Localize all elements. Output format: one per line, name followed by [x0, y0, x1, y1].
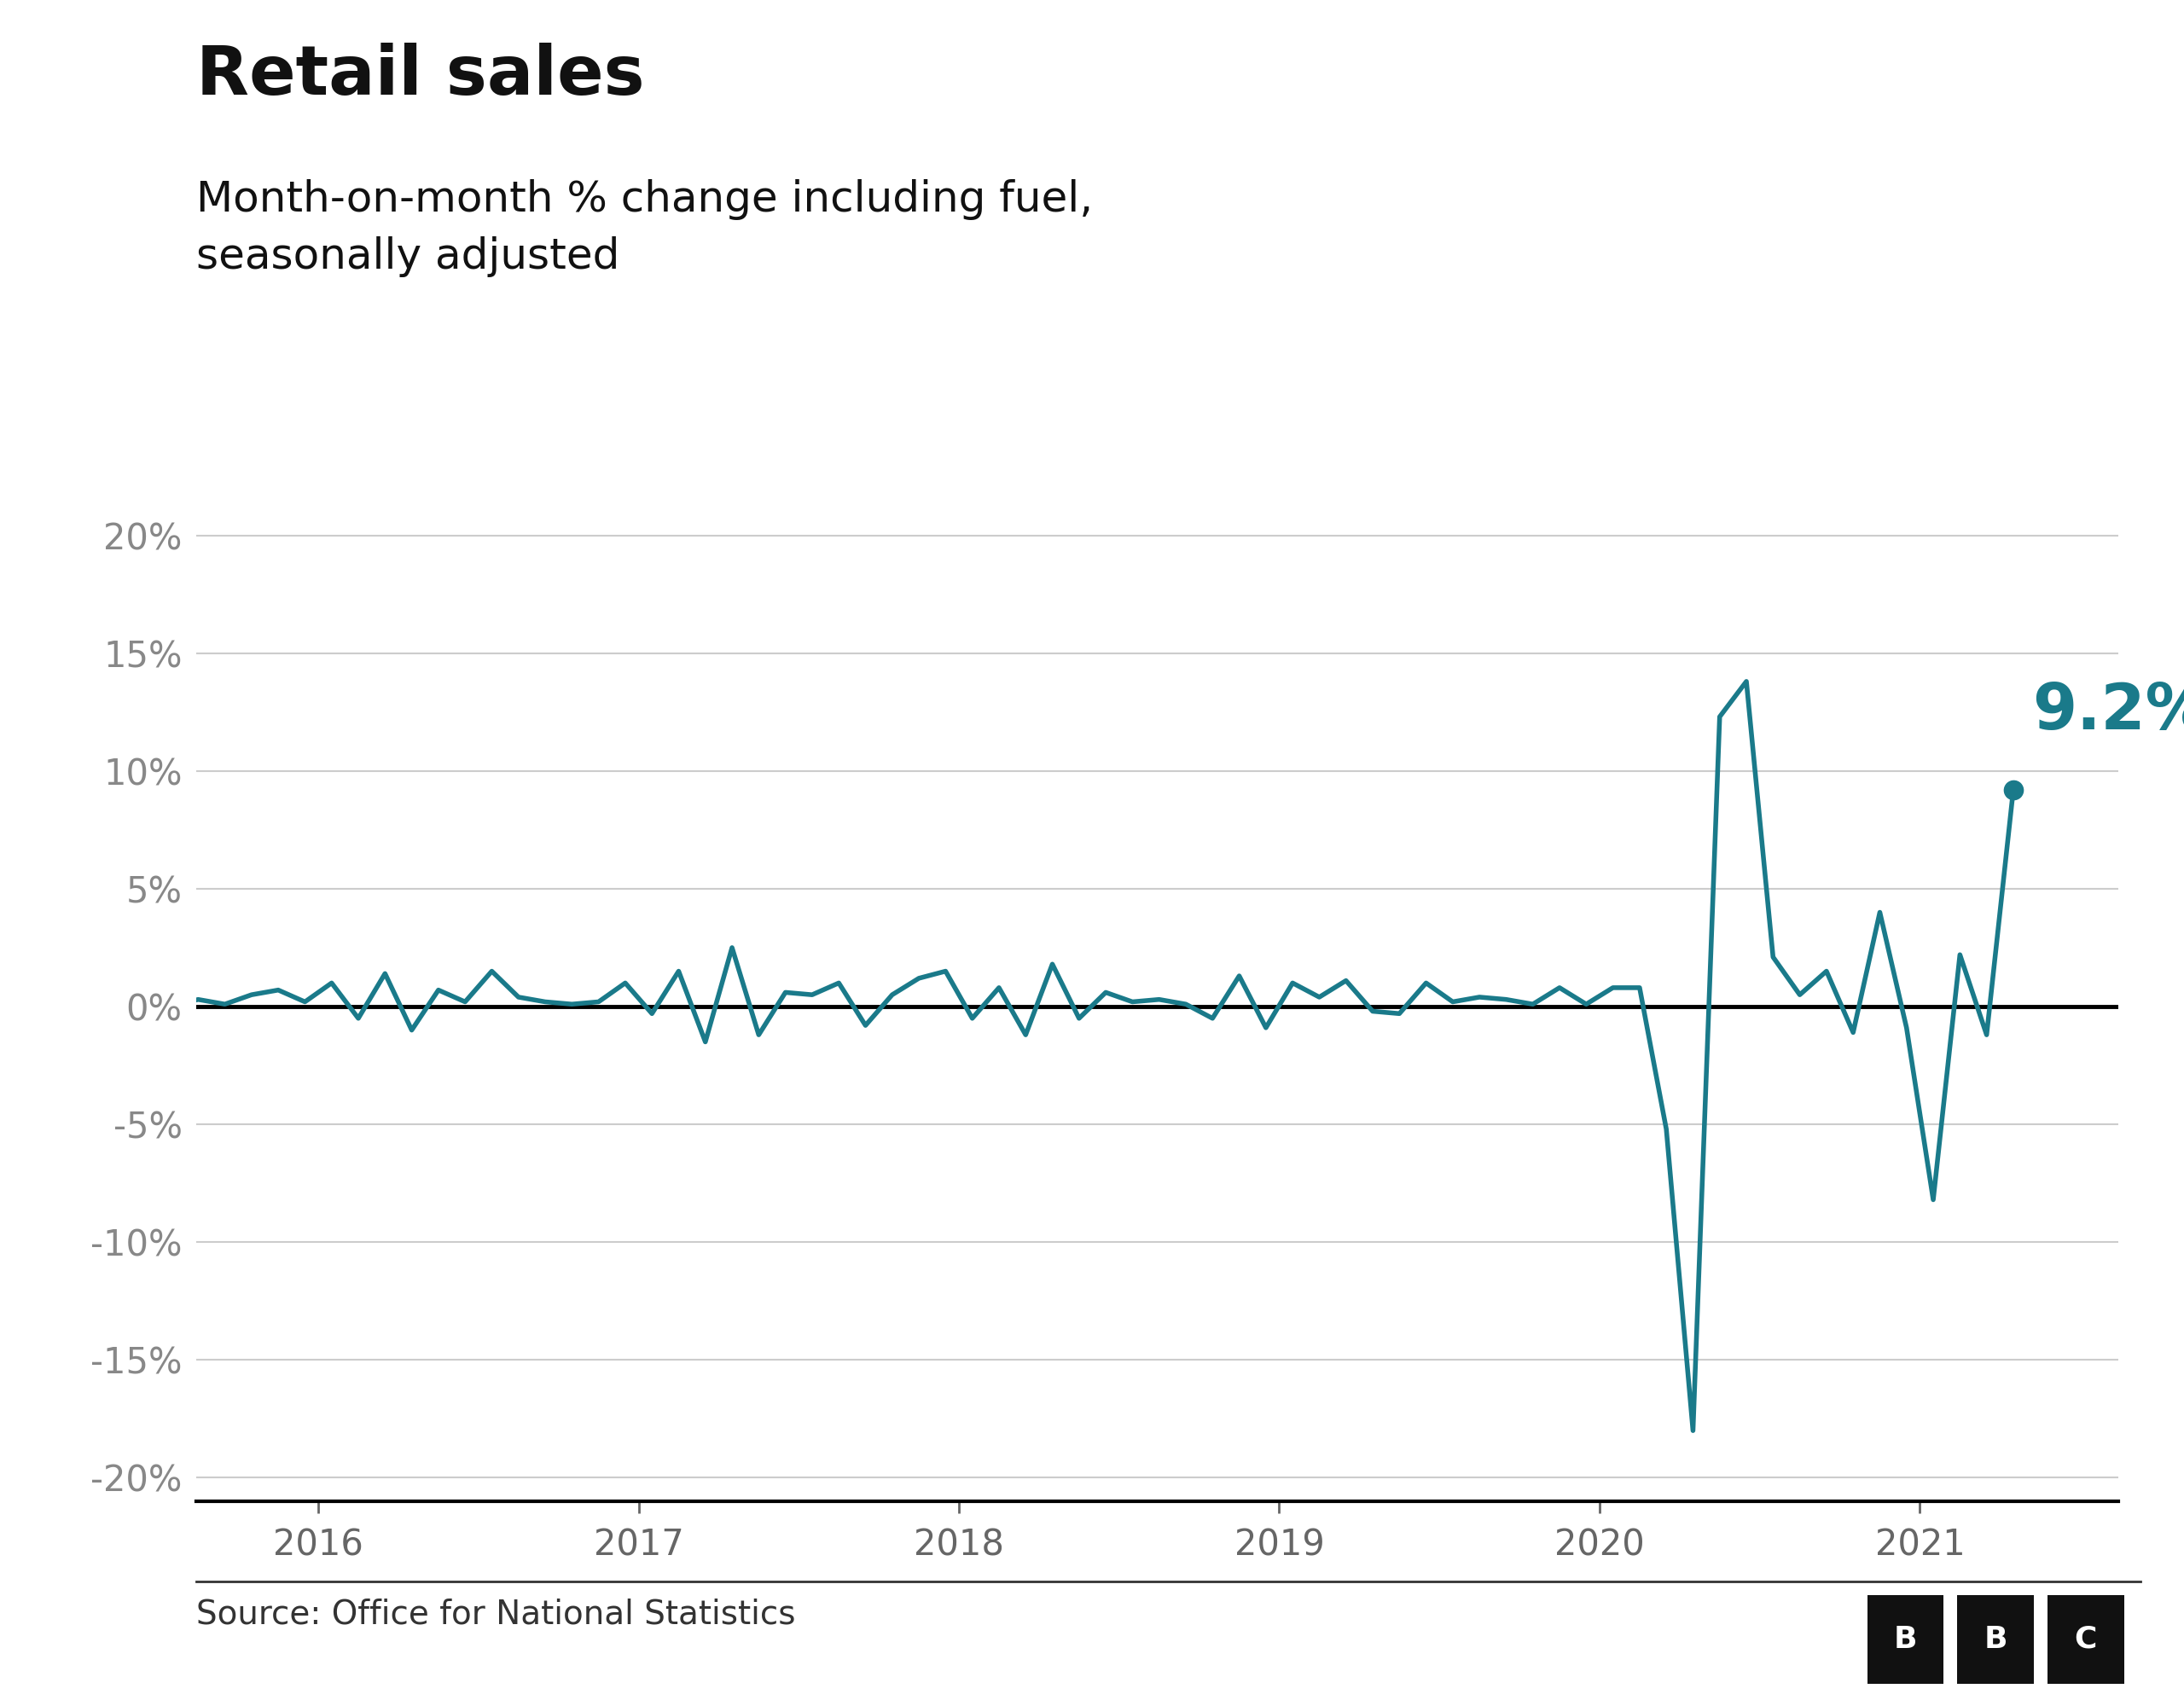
Text: B: B	[1894, 1624, 1918, 1655]
Text: Retail sales: Retail sales	[197, 43, 644, 109]
Text: C: C	[2075, 1624, 2097, 1655]
Text: Month-on-month % change including fuel,
seasonally adjusted: Month-on-month % change including fuel, …	[197, 179, 1094, 276]
Text: Source: Office for National Statistics: Source: Office for National Statistics	[197, 1599, 795, 1631]
Text: B: B	[1983, 1624, 2007, 1655]
FancyBboxPatch shape	[1957, 1595, 2033, 1684]
FancyBboxPatch shape	[2049, 1595, 2125, 1684]
Text: 9.2%: 9.2%	[2033, 681, 2184, 742]
FancyBboxPatch shape	[1867, 1595, 1944, 1684]
